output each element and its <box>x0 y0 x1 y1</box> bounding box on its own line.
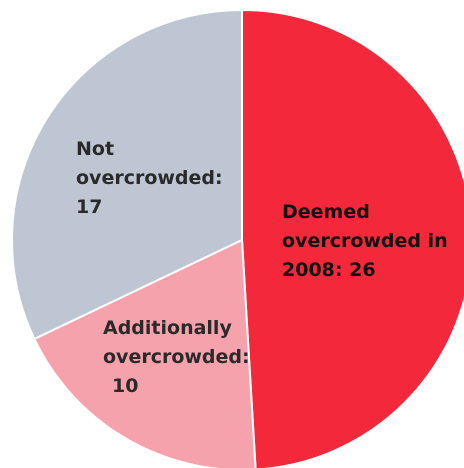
pie-slice-additionally <box>33 238 257 468</box>
label-additionally-line-2: overcrowded: <box>103 346 250 368</box>
label-not-line-3: 17 <box>76 196 102 218</box>
label-deemed-line-1: Deemed <box>282 201 370 223</box>
pie-slice-not <box>11 8 243 341</box>
label-additionally-line-3: 10 <box>112 375 138 397</box>
pie-slice-deemed <box>241 8 464 468</box>
pie-labels: Deemed overcrowded in 2008: 26 Additiona… <box>76 138 448 397</box>
label-additionally-line-1: Additionally <box>103 317 232 339</box>
label-not-line-1: Not <box>76 138 114 160</box>
label-deemed-line-3: 2008: 26 <box>282 259 376 281</box>
label-deemed-line-2: overcrowded in <box>282 230 448 252</box>
pie-slices <box>11 8 464 468</box>
label-not-line-2: overcrowded: <box>76 167 223 189</box>
